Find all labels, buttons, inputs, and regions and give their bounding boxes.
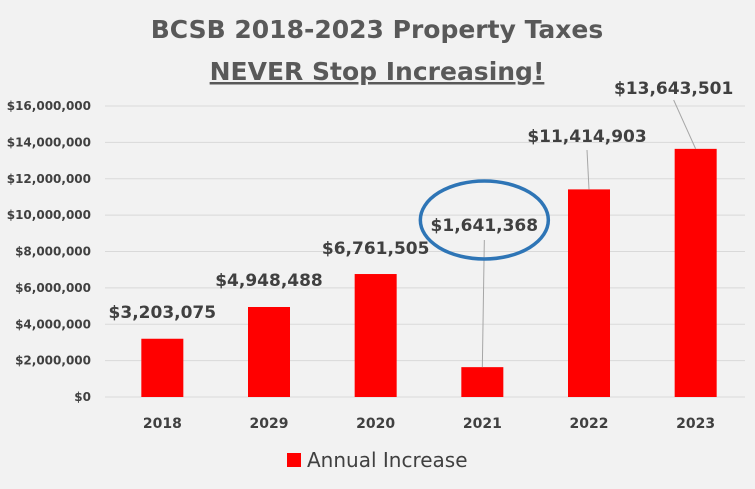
x-tick-label: 2021 — [463, 416, 502, 432]
data-label-2021: $1,641,368 — [431, 216, 539, 236]
highlight-ring — [418, 179, 551, 261]
legend-swatch — [287, 453, 301, 467]
x-tick-label: 2018 — [143, 416, 182, 432]
chart-title: BCSB 2018-2023 Property Taxes — [151, 15, 604, 44]
x-tick-label: 2029 — [250, 416, 289, 432]
data-label-2022: $11,414,903 — [527, 127, 646, 147]
bars — [141, 148, 717, 397]
data-labels: $3,203,075 $4,948,488 $6,761,505$1,641,368… — [109, 79, 734, 323]
x-tick-label: 2020 — [356, 416, 395, 432]
bar-2029 — [248, 306, 290, 397]
y-tick-label: $2,000,000 — [15, 354, 91, 368]
leader-line — [673, 99, 697, 150]
y-tick-label: $14,000,000 — [7, 135, 91, 149]
x-tick-label: 2023 — [676, 416, 715, 432]
y-tick-label: $16,000,000 — [7, 99, 91, 113]
data-label-2023: $13,643,501 — [614, 79, 733, 99]
y-tick-label: $0 — [74, 390, 91, 404]
y-tick-label: $8,000,000 — [15, 245, 91, 259]
y-tick-label: $6,000,000 — [15, 281, 91, 295]
bar-2021 — [461, 367, 504, 397]
y-tick-label: $12,000,000 — [7, 172, 91, 186]
data-label-2029: $4,948,488 — [215, 271, 323, 291]
y-tick-label: $4,000,000 — [15, 317, 91, 331]
bar-2022 — [568, 189, 610, 397]
leader-lines — [481, 99, 697, 368]
bar-2023 — [674, 148, 717, 397]
legend-label: Annual Increase — [307, 448, 468, 472]
x-axis-categories: 2018 2029 2020 2021 2022 2023 — [143, 416, 715, 432]
leader-line — [481, 239, 485, 368]
bar-2020 — [354, 274, 397, 397]
y-tick-label: $10,000,000 — [7, 208, 91, 222]
data-label-2020: $6,761,505 — [322, 239, 430, 259]
x-tick-label: 2022 — [570, 416, 609, 432]
y-axis-ticks: $0 $2,000,000 $4,000,000 $6,000,000 $8,000,0… — [7, 99, 91, 404]
gridlines — [105, 105, 745, 398]
legend: Annual Increase — [287, 448, 468, 472]
leader-line — [586, 149, 590, 190]
data-label-2018: $3,203,075 — [109, 303, 217, 323]
chart-subtitle: NEVER Stop Increasing! — [210, 57, 545, 86]
bar-2018 — [141, 338, 184, 397]
